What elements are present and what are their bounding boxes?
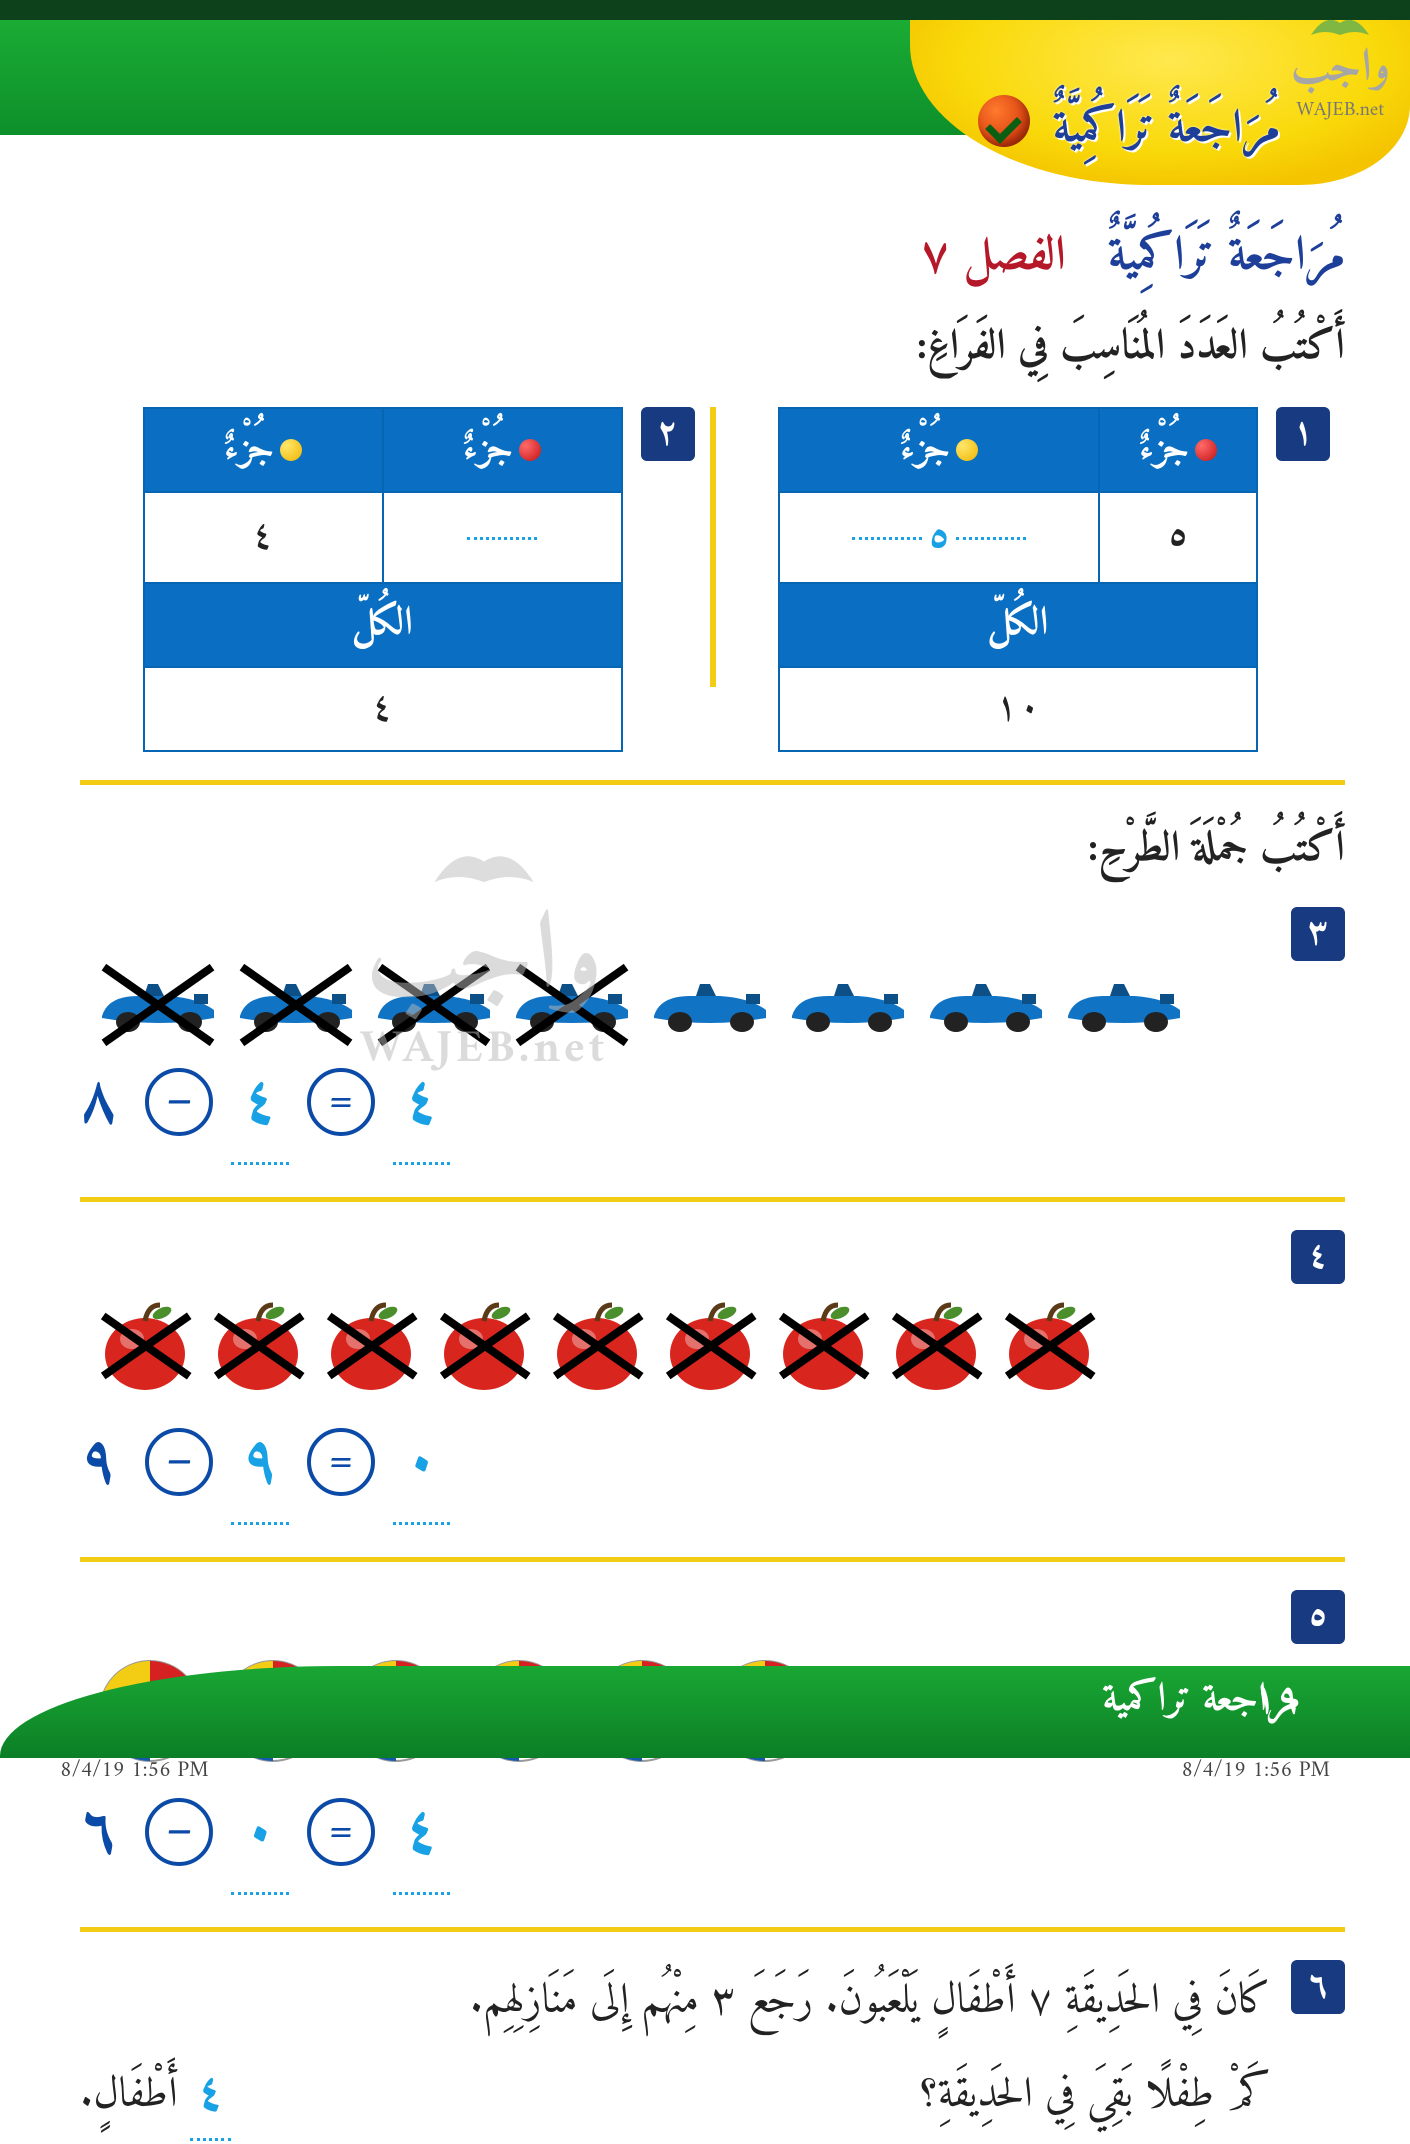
rule (80, 1927, 1345, 1932)
car-row (98, 976, 1327, 1034)
ex5-a: ٦ (80, 1776, 117, 1889)
q1-all: ١٠ (779, 667, 1257, 751)
apple-icon (98, 1299, 193, 1394)
race-car-icon (236, 976, 356, 1034)
all-header: الكُلّ (144, 583, 622, 667)
apple-icon (776, 1299, 871, 1394)
race-car-icon (926, 976, 1046, 1034)
minus-icon: − (145, 1798, 213, 1866)
banner-title: مُرَاجَعَةٌ تَرَاكُمِيَّةٌ (1053, 90, 1280, 171)
ex4-ans: ٠ (403, 1406, 440, 1519)
rule (80, 1197, 1345, 1202)
apple-icon (1002, 1299, 1097, 1394)
q2-part-yel: ٤ (144, 492, 383, 583)
q2-all: ٤ (144, 667, 622, 751)
dotted-blank (463, 499, 541, 576)
badge-q6: ٦ (1291, 1960, 1345, 2014)
part-header: جُزْءٌ (1139, 415, 1189, 485)
equals-icon: = (307, 1798, 375, 1866)
dotted-blank (952, 499, 1030, 576)
dotted-blank (848, 499, 926, 576)
exercise-4: ٤ ٩ − ٩ = ٠ (80, 1230, 1345, 1529)
apple-icon (889, 1299, 984, 1394)
badge-q5: ٥ (1291, 1590, 1345, 1644)
minus-icon: − (145, 1068, 213, 1136)
part-whole-table-2: جُزْءٌ جُزْءٌ ٤ الكُلّ ٤ (143, 407, 623, 752)
instruction-sub: أَكْتُبُ جُمْلَةَ الطَّرْحِ: (80, 813, 1345, 887)
apple-row (98, 1299, 1327, 1394)
part-header: جُزْءٌ (463, 415, 513, 485)
race-car-icon (98, 976, 218, 1034)
q1-part-red: ٥ (1099, 492, 1257, 583)
race-car-icon (1064, 976, 1184, 1034)
badge-q3: ٣ (1291, 907, 1345, 961)
part-header: جُزْءٌ (224, 415, 274, 485)
ex5-ans: ٤ (403, 1776, 440, 1889)
chapter-label: الفصل ٧ (921, 216, 1066, 300)
ex3-b: ٤ (241, 1046, 278, 1159)
apple-icon (550, 1299, 645, 1394)
ex6-answer: ٤ (190, 2050, 231, 2141)
apple-icon (663, 1299, 758, 1394)
check-icon (978, 95, 1030, 147)
apple-icon (324, 1299, 419, 1394)
red-dot-icon (519, 439, 541, 461)
brand-arabic: واجب (1291, 47, 1390, 93)
exercise-3: ٣ ٨ − ٤ = ٤ (80, 907, 1345, 1169)
ex3-a: ٨ (80, 1046, 117, 1159)
rule (80, 1557, 1345, 1562)
apple-icon (211, 1299, 306, 1394)
badge-q4: ٤ (1291, 1230, 1345, 1284)
part-whole-table-1: جُزْءٌ جُزْءٌ ٥ ٥ الكُلّ ١٠ (778, 407, 1258, 752)
header-dark-strip (0, 0, 1410, 20)
badge-q2: ٢ (641, 407, 695, 461)
equals-icon: = (307, 1068, 375, 1136)
ex4-b: ٩ (241, 1406, 278, 1519)
ex5-b: ٠ (241, 1776, 278, 1889)
ex6-line2: كَمْ طِفْلًا بَقِيَ فِي الحَدِيقَةِ؟ (920, 2054, 1271, 2138)
instruction-fill: أَكْتُبُ العَدَدَ المُنَاسِبَ فِي الفَرَ… (80, 311, 1345, 385)
footer-timestamp-right: 8/4/19 1:56 PM (1181, 1751, 1330, 1790)
brand-latin: WAJEB.net (1291, 93, 1390, 128)
ex6-line1: كَانَ فِي الحَدِيقَةِ ٧ أَطْفَالٍ يَلْعَ… (80, 1960, 1271, 2044)
footer-page: ١٩ (1253, 1666, 1300, 1736)
footer-bar: مراجعة تراكمية ١٩ (0, 1666, 1410, 1758)
page-title: مُرَاجَعَةٌ تَرَاكُمِيَّةٌ (1108, 216, 1345, 300)
apple-icon (437, 1299, 532, 1394)
badge-q1: ١ (1276, 407, 1330, 461)
q1-part-yel: ٥ (926, 499, 952, 576)
race-car-icon (512, 976, 632, 1034)
footer-timestamp-left: 8/4/19 1:56 PM (60, 1751, 209, 1790)
all-header: الكُلّ (779, 583, 1257, 667)
brand-logo: واجب WAJEB.net (1291, 5, 1390, 128)
race-car-icon (374, 976, 494, 1034)
ex3-ans: ٤ (403, 1046, 440, 1159)
ex6-unit: أَطْفَالٍ. (80, 2059, 178, 2133)
yellow-dot-icon (956, 439, 978, 461)
part-header: جُزْءٌ (900, 415, 950, 485)
race-car-icon (650, 976, 770, 1034)
equals-icon: = (307, 1428, 375, 1496)
yellow-dot-icon (280, 439, 302, 461)
vertical-rule (710, 407, 716, 687)
red-dot-icon (1195, 439, 1217, 461)
ex4-a: ٩ (80, 1406, 117, 1519)
minus-icon: − (145, 1428, 213, 1496)
race-car-icon (788, 976, 908, 1034)
rule (80, 780, 1345, 785)
exercise-6: ٦ كَانَ فِي الحَدِيقَةِ ٧ أَطْفَالٍ يَلْ… (80, 1960, 1345, 2144)
